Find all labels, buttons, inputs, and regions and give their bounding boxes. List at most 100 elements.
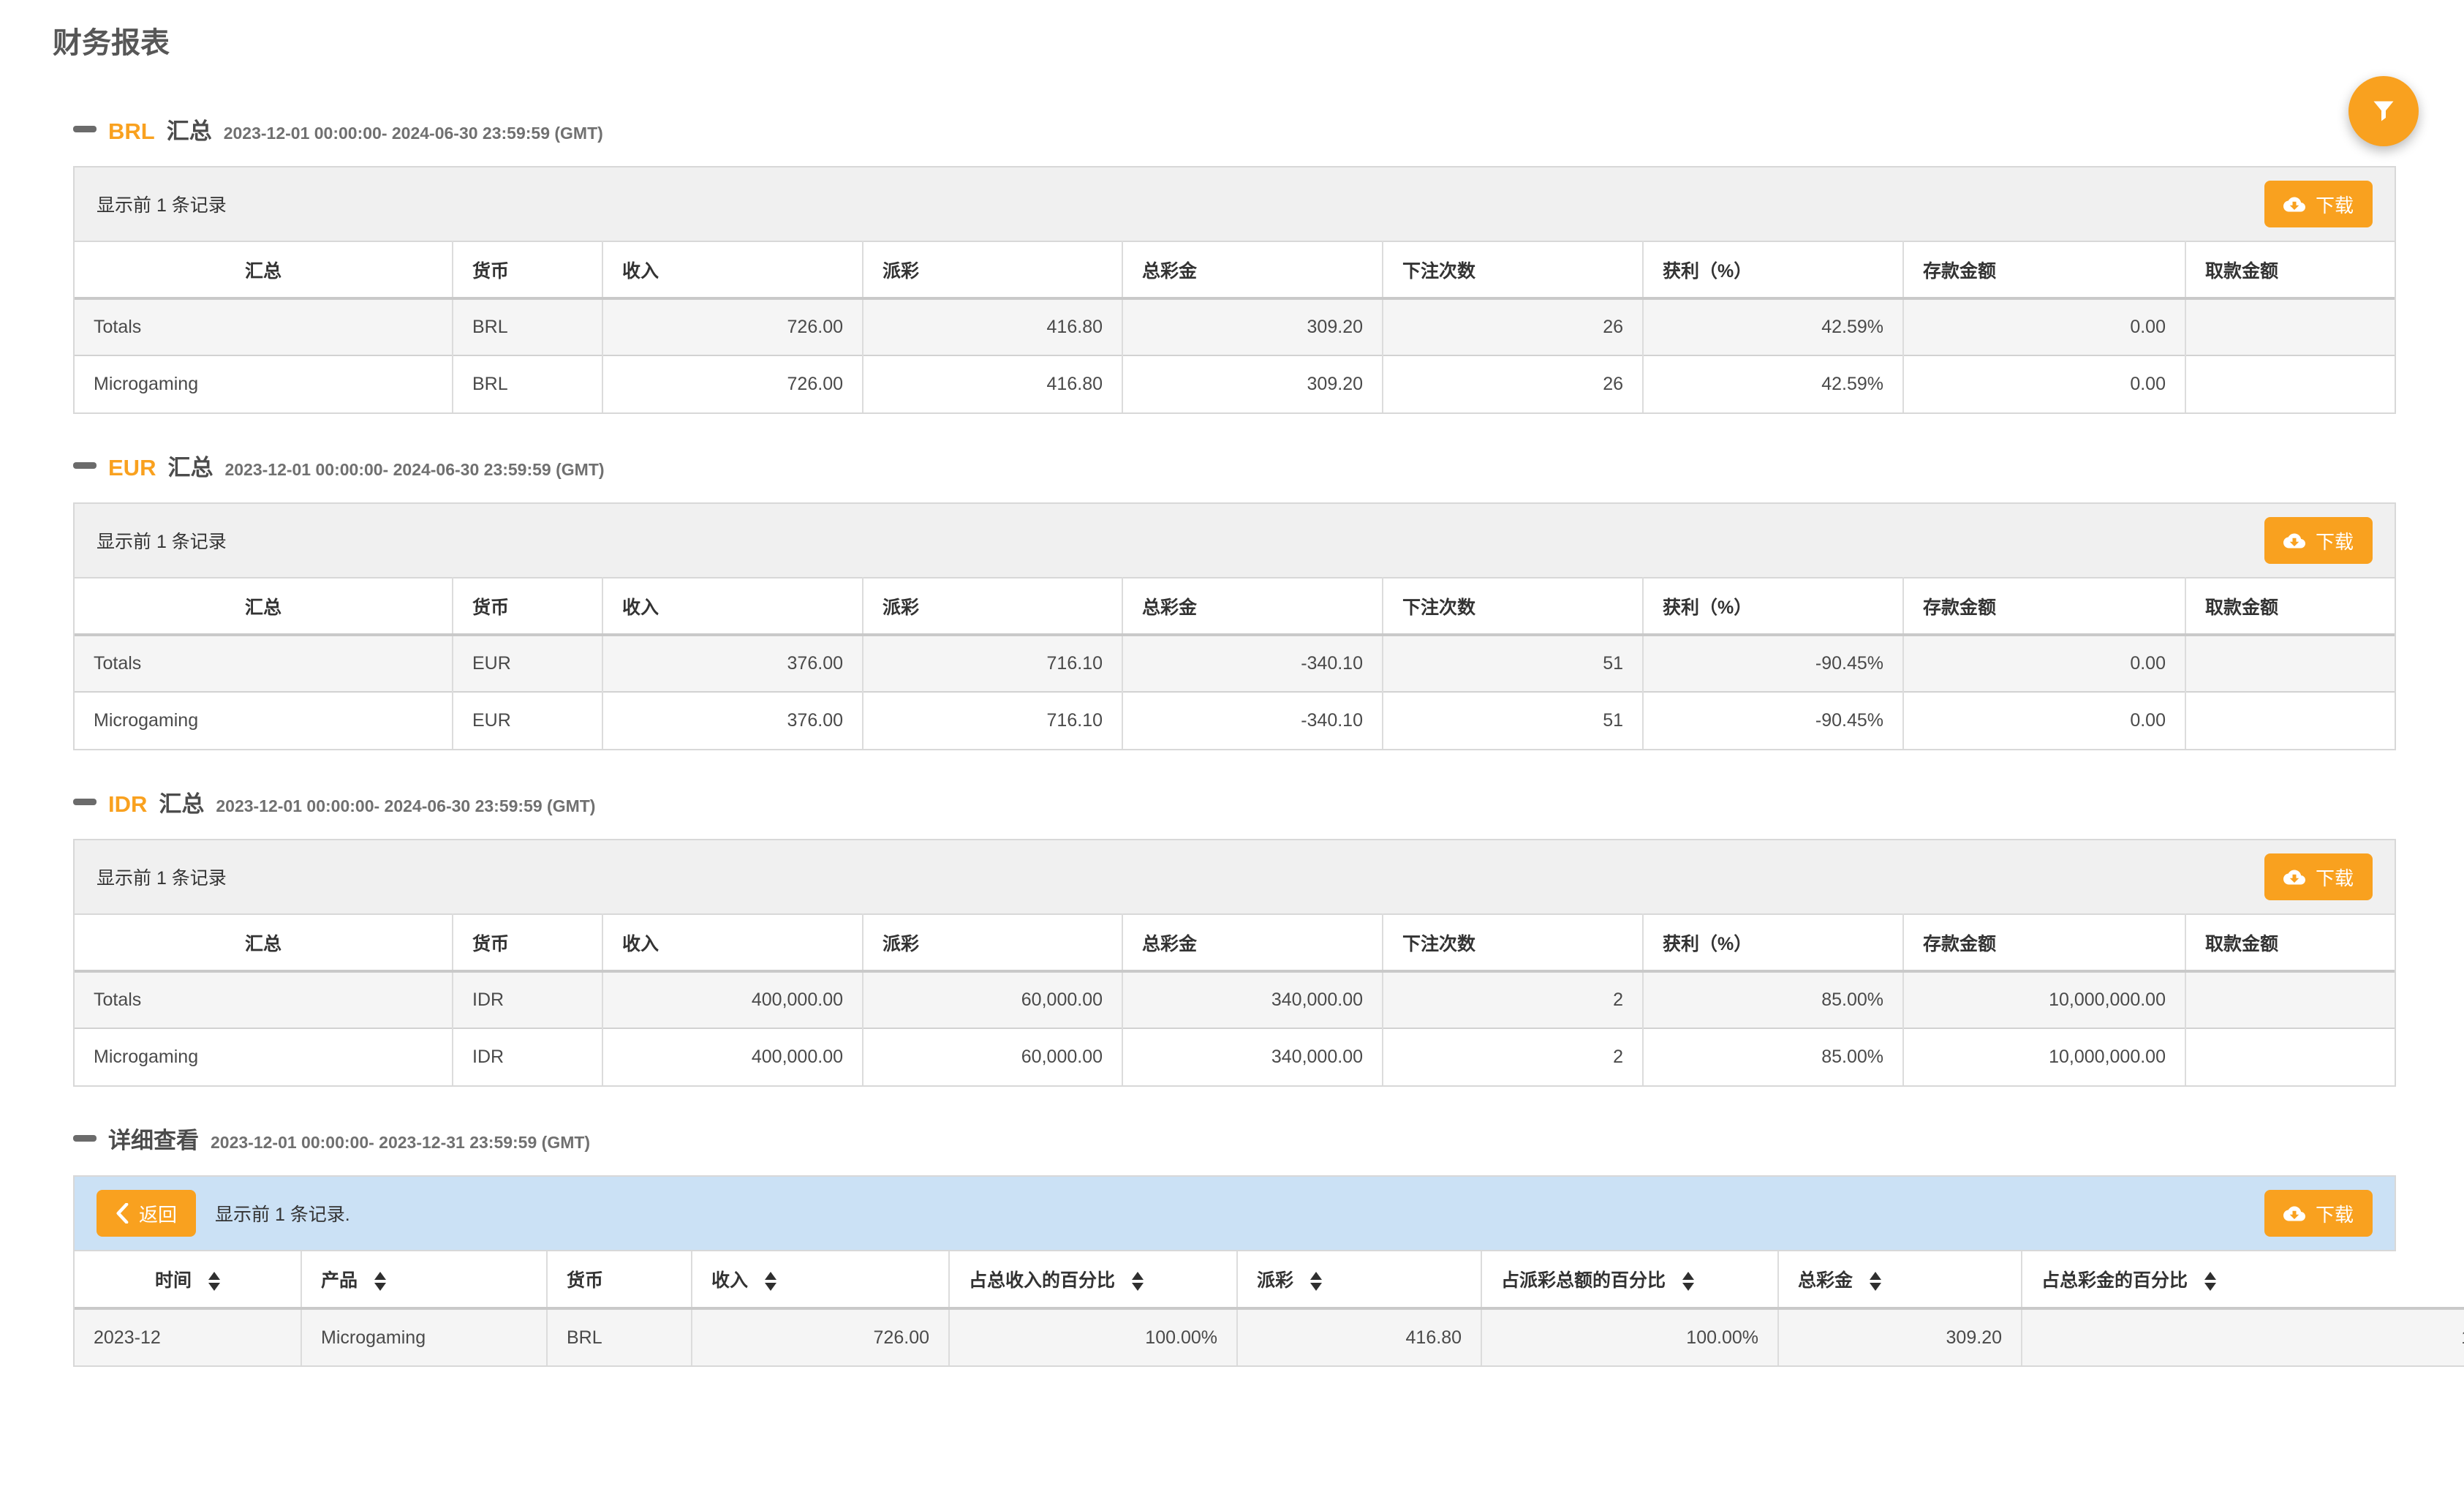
download-button[interactable]: 下载 [2264, 517, 2373, 564]
cell: 2023-12 [75, 1308, 301, 1365]
cell: 716.10 [862, 691, 1122, 749]
cell [2185, 971, 2395, 1028]
section-title: 汇总 [167, 455, 213, 480]
column-header: 存款金额 [1902, 241, 2185, 300]
sort-arrows-icon [374, 1272, 386, 1292]
cell: BRL [452, 355, 602, 412]
sort-header-time[interactable]: 时间 [75, 1251, 301, 1310]
sort-header-ggr-pct[interactable]: 占总彩金的百分比 [2021, 1251, 2464, 1310]
section-header-brl: BRL 汇总 2023-12-01 00:00:00- 2024-06-30 2… [73, 113, 2464, 146]
panel-bar-brl: 显示前 1 条记录 下载 [75, 167, 2395, 241]
table-row-totals: Totals EUR 376.00 716.10 -340.10 51 -90.… [75, 635, 2395, 692]
cell: 10,000,000.00 [1902, 1028, 2185, 1085]
back-button[interactable]: 返回 [97, 1190, 197, 1237]
cell: 400,000.00 [602, 971, 863, 1028]
download-button[interactable]: 下载 [2264, 1190, 2373, 1237]
column-header: 取款金额 [2185, 914, 2395, 973]
filter-fab-button[interactable] [2348, 76, 2419, 146]
section-date-range: 2023-12-01 00:00:00- 2024-06-30 23:59:59… [224, 460, 605, 479]
column-header: 货币 [452, 578, 602, 636]
cloud-download-icon [2283, 197, 2305, 211]
download-button[interactable]: 下载 [2264, 181, 2373, 227]
cell [2185, 1028, 2395, 1085]
cell: IDR [452, 1028, 602, 1085]
cell: Microgaming [75, 355, 453, 412]
column-header-label: 占总收入的百分比 [969, 1270, 1116, 1291]
table-row-microgaming: Microgaming IDR 400,000.00 60,000.00 340… [75, 1028, 2395, 1085]
table-header-row: 汇总 货币 收入 派彩 总彩金 下注次数 获利（%） 存款金额 取款金额 [75, 241, 2395, 300]
cell: IDR [452, 971, 602, 1028]
cloud-download-icon [2283, 533, 2305, 548]
download-button-label: 下载 [2315, 1203, 2354, 1226]
cloud-download-icon [2283, 870, 2305, 884]
cell: BRL [546, 1308, 692, 1365]
column-header-label: 货币 [567, 1270, 604, 1291]
panel-brl: 显示前 1 条记录 下载 汇总 货币 收入 派彩 总彩金 下注次数 获利（%） … [73, 166, 2396, 414]
cell: 26 [1382, 355, 1643, 412]
detail-table-row: 2023-12 Microgaming BRL 726.00 100.00% 4… [75, 1308, 2464, 1365]
table-header-row: 汇总 货币 收入 派彩 总彩金 下注次数 获利（%） 存款金额 取款金额 [75, 578, 2395, 636]
download-button[interactable]: 下载 [2264, 853, 2373, 900]
cell: BRL [452, 298, 602, 355]
cell: 60,000.00 [862, 971, 1122, 1028]
cell: 85.00% [1642, 1028, 1903, 1085]
cell: 2 [1382, 1028, 1643, 1085]
table-row-microgaming: Microgaming BRL 726.00 416.80 309.20 26 … [75, 355, 2395, 412]
cell: 2 [1382, 971, 1643, 1028]
cell: 100.00% [1481, 1308, 1778, 1365]
sort-arrows-icon [1869, 1272, 1881, 1292]
cell: 376.00 [602, 691, 863, 749]
panel-detail: 返回 显示前 1 条记录. 下载 [73, 1175, 2396, 1251]
collapse-minus-icon[interactable] [73, 1135, 97, 1142]
column-header: 总彩金 [1122, 241, 1383, 300]
cell: EUR [452, 635, 602, 692]
panel-bar-detail: 返回 显示前 1 条记录. 下载 [75, 1177, 2395, 1250]
sort-header-payout[interactable]: 派彩 [1236, 1251, 1481, 1310]
sort-arrows-icon [2204, 1272, 2216, 1292]
back-button-label: 返回 [139, 1203, 178, 1226]
summary-table-brl: 汇总 货币 收入 派彩 总彩金 下注次数 获利（%） 存款金额 取款金额 Tot… [75, 241, 2395, 412]
cell: 0.00 [1902, 691, 2185, 749]
section-title: 汇总 [166, 118, 212, 144]
collapse-minus-icon[interactable] [73, 799, 97, 805]
panel-bar-eur: 显示前 1 条记录 下载 [75, 504, 2395, 577]
sort-header-payout-pct[interactable]: 占派彩总额的百分比 [1481, 1251, 1778, 1310]
cell [2185, 635, 2395, 692]
section-date-range: 2023-12-01 00:00:00- 2024-06-30 23:59:59… [223, 124, 603, 143]
cell: Totals [75, 635, 453, 692]
cell: Totals [75, 298, 453, 355]
section-date-range: 2023-12-01 00:00:00- 2024-06-30 23:59:59… [216, 796, 596, 815]
collapse-minus-icon[interactable] [73, 462, 97, 469]
collapse-minus-icon[interactable] [73, 126, 97, 132]
column-header: 下注次数 [1382, 241, 1643, 300]
cell: 309.20 [1122, 298, 1383, 355]
cell [2185, 355, 2395, 412]
sort-header-income-pct[interactable]: 占总收入的百分比 [948, 1251, 1237, 1310]
download-button-label: 下载 [2315, 530, 2354, 553]
record-count-text: 显示前 1 条记录. [215, 1205, 350, 1225]
cell: 376.00 [602, 635, 863, 692]
column-header-label: 收入 [711, 1270, 749, 1291]
column-header: 收入 [602, 578, 863, 636]
chevron-left-icon [116, 1203, 129, 1224]
record-count-text: 显示前 1 条记录 [97, 195, 227, 216]
column-header: 存款金额 [1902, 914, 2185, 973]
column-header: 取款金额 [2185, 578, 2395, 636]
cell: 10,000,000.00 [1902, 971, 2185, 1028]
cell: 26 [1382, 298, 1643, 355]
cell: Microgaming [75, 691, 453, 749]
column-header-label: 占派彩总额的百分比 [1501, 1270, 1666, 1291]
section-header-idr: IDR 汇总 2023-12-01 00:00:00- 2024-06-30 2… [73, 785, 2464, 818]
sort-arrows-icon [1310, 1272, 1322, 1292]
column-header: 汇总 [75, 241, 453, 300]
table-header-row: 汇总 货币 收入 派彩 总彩金 下注次数 获利（%） 存款金额 取款金额 [75, 914, 2395, 973]
sort-header-product[interactable]: 产品 [301, 1251, 547, 1310]
sort-header-ggr[interactable]: 总彩金 [1777, 1251, 2022, 1310]
detail-table-container: 时间 产品 货币 收入 占总收入的百分比 派彩 [73, 1251, 2464, 1367]
cell: 51 [1382, 691, 1643, 749]
cell: 85.00% [1642, 971, 1903, 1028]
download-button-label: 下载 [2315, 867, 2354, 889]
cell: 726.00 [691, 1308, 949, 1365]
cell: 309.20 [1122, 355, 1383, 412]
sort-header-income[interactable]: 收入 [691, 1251, 949, 1310]
